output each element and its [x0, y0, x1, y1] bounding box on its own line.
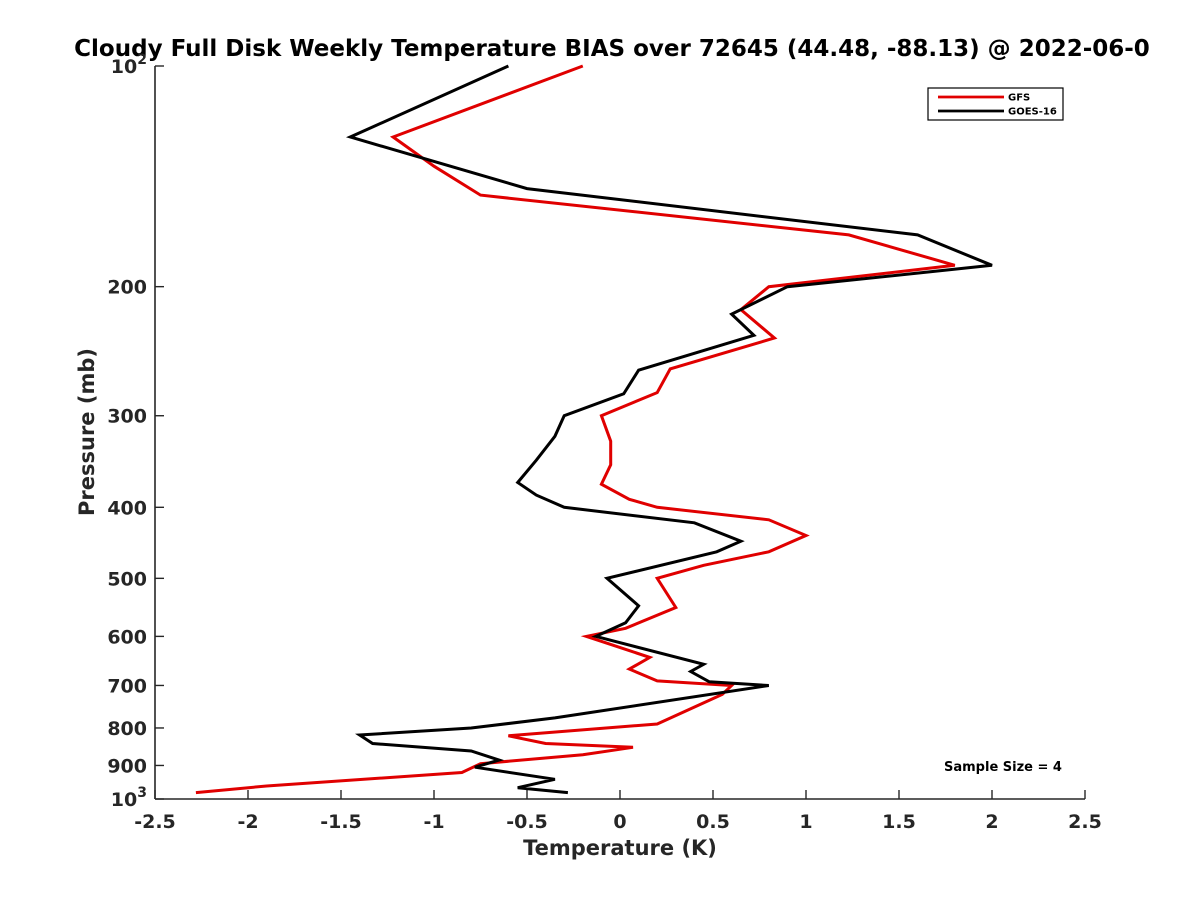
y-tick-label: 700 — [107, 675, 147, 697]
x-tick-label: -1 — [423, 811, 444, 833]
x-tick-label: 2.5 — [1068, 811, 1102, 833]
legend-label-gfs: GFS — [1008, 93, 1030, 104]
y-tick-label: 103 — [111, 785, 147, 811]
y-tick-label: 102 — [111, 52, 147, 78]
x-axis-label: Temperature (K) — [523, 836, 717, 860]
y-tick-label: 200 — [107, 277, 147, 299]
x-tick-label: -2.5 — [134, 811, 176, 833]
legend-box — [927, 87, 1064, 121]
plot-area: -2.5 -2 -1.5 -1 -0.5 0 0.5 1 1.5 2 2.5 102 200 300 400… — [107, 52, 1102, 833]
sample-size-annotation: Sample Size = 4 — [944, 760, 1062, 775]
x-tick-label: 0 — [613, 811, 626, 833]
series-line-gfs — [195, 64, 956, 795]
y-tick-label: 800 — [107, 718, 147, 740]
y-tick-label: 400 — [107, 497, 147, 519]
legend-label-goes-16: GOES-16 — [1008, 107, 1057, 118]
x-tick-label: 2 — [985, 811, 998, 833]
y-tick-label: 300 — [107, 406, 147, 428]
x-tick-label: 1 — [799, 811, 812, 833]
x-tick-label: -2 — [237, 811, 258, 833]
x-tick-label: -1.5 — [320, 811, 362, 833]
series-line-goes-16 — [345, 64, 993, 795]
y-tick-label: 500 — [107, 568, 147, 590]
x-tick-label: -0.5 — [506, 811, 548, 833]
y-tick-label: 600 — [107, 626, 147, 648]
chart-title: Cloudy Full Disk Weekly Temperature BIAS… — [74, 36, 1150, 62]
legend: GFS GOES-16 — [927, 87, 1064, 121]
y-axis-label: Pressure (mb) — [75, 348, 99, 516]
x-tick-label: 1.5 — [882, 811, 916, 833]
x-tick-label: 0.5 — [696, 811, 730, 833]
y-tick-label: 900 — [107, 755, 147, 777]
